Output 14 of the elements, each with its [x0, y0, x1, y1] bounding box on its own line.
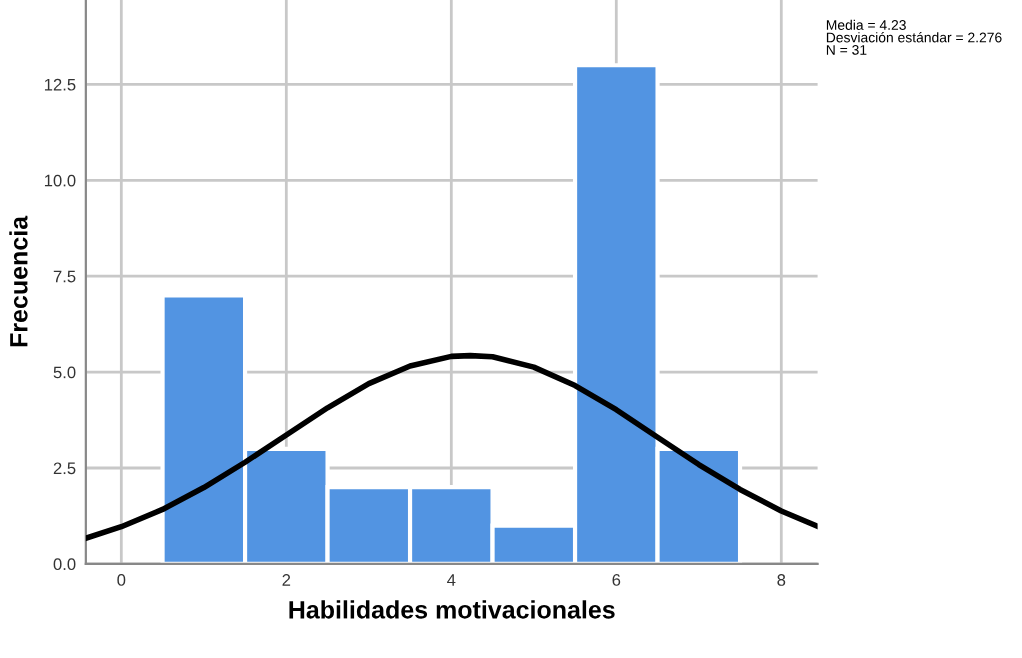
y-tick-label: 5.0	[53, 366, 76, 379]
y-tick-label: 7.5	[53, 270, 76, 283]
line-series	[85, 352, 818, 541]
y-tick-label: 2.5	[53, 462, 76, 475]
y-tick-label: 10.0	[44, 174, 76, 187]
x-tick-label: 4	[447, 574, 456, 586]
x-tick-label: 6	[612, 574, 621, 586]
x-tick-label: 2	[282, 574, 291, 586]
x-tick-label: 0	[117, 574, 126, 586]
x-tick-label: 8	[777, 574, 786, 586]
y-tick-label: 0.0	[53, 558, 76, 571]
x-axis-title: Habilidades motivacionales	[289, 600, 615, 619]
y-tick-label: 12.5	[44, 78, 76, 91]
y-axis-title: Frecuencia	[9, 215, 28, 347]
